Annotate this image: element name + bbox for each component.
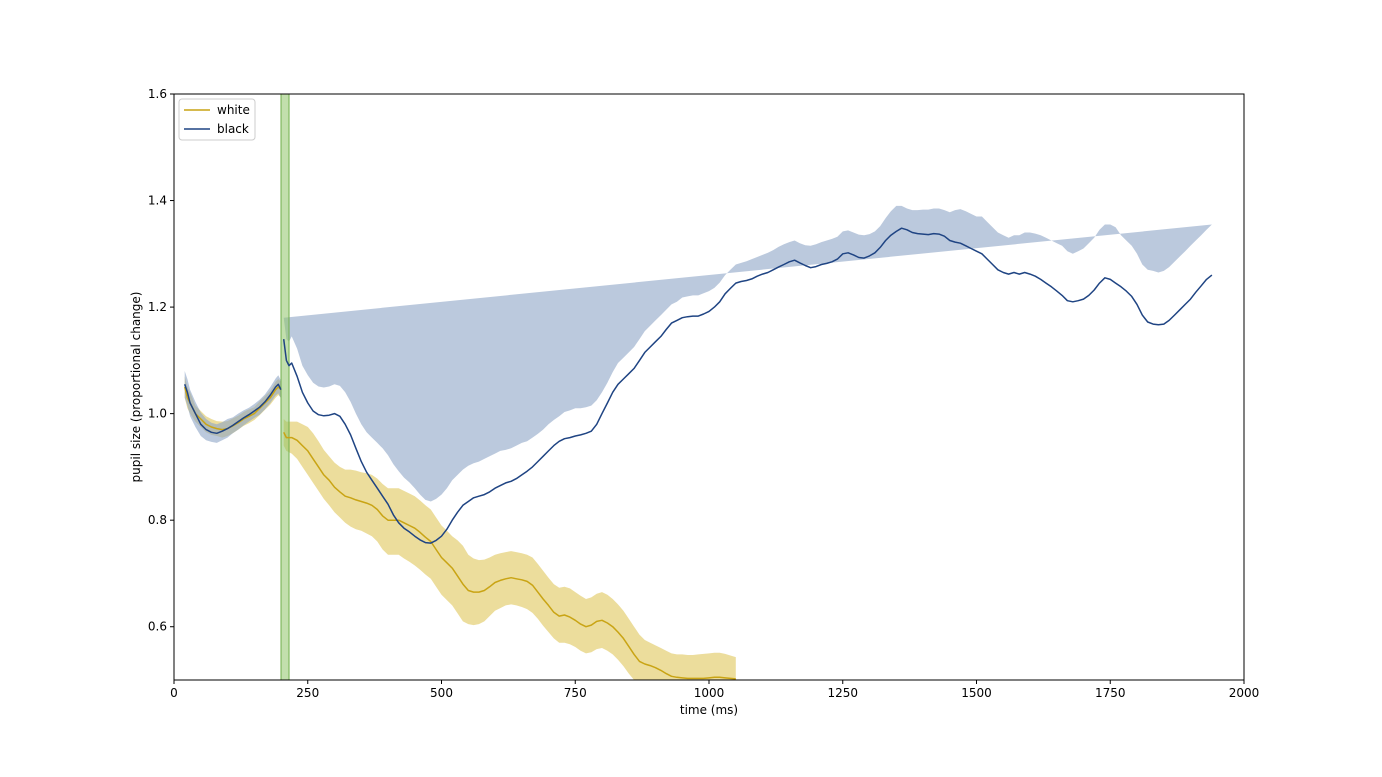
x-tick-label: 500	[430, 686, 453, 700]
x-axis-ticks: 0 250 500 750 1000 1250 1500 1750 2000	[170, 680, 1259, 700]
y-tick-label: 1.2	[148, 300, 167, 314]
confidence-bands	[184, 205, 1212, 680]
y-tick-label: 0.6	[148, 620, 167, 634]
legend-label-white: white	[217, 103, 250, 117]
x-tick-label: 1250	[827, 686, 858, 700]
x-tick-label: 1000	[694, 686, 725, 700]
legend: white black	[178, 98, 256, 141]
y-tick-label: 1.4	[148, 194, 167, 208]
y-axis-label: pupil size (proportional change)	[129, 292, 143, 483]
line-black-1	[282, 227, 1213, 544]
x-tick-label: 2000	[1229, 686, 1260, 700]
band-black-1	[283, 205, 1212, 502]
x-tick-label: 250	[296, 686, 319, 700]
plot-frame	[173, 93, 1245, 681]
y-tick-label: 0.8	[148, 513, 167, 527]
line-white-1	[283, 431, 736, 680]
stimulus-band	[280, 94, 290, 680]
band-white-1	[283, 419, 736, 680]
line-black-0	[183, 383, 282, 435]
x-axis-label: time (ms)	[680, 703, 738, 717]
vertical-band-layer	[280, 94, 290, 680]
x-tick-label: 1750	[1095, 686, 1126, 700]
band-black-0	[184, 371, 281, 443]
x-tick-label: 0	[170, 686, 178, 700]
x-tick-label: 1500	[961, 686, 992, 700]
legend-label-black: black	[217, 122, 249, 136]
series-lines	[183, 227, 1213, 680]
y-axis-ticks: 0.6 0.8 1.0 1.2 1.4 1.6	[148, 87, 174, 634]
y-tick-label: 1.0	[148, 407, 167, 421]
y-tick-label: 1.6	[148, 87, 167, 101]
x-tick-label: 750	[564, 686, 587, 700]
